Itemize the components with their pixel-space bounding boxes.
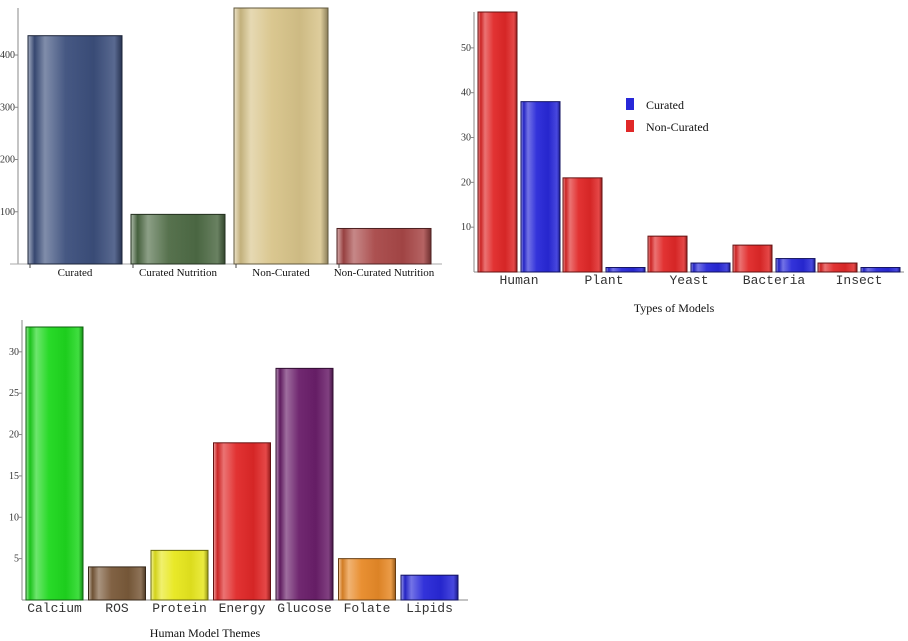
y-tick-label: 200 [0,155,15,166]
x-tick-label: Yeast [669,273,708,288]
legend-label-curated: Curated [646,98,684,112]
bar-protein [150,549,209,601]
y-tick-label: 10 [9,512,19,523]
bar-curated [27,35,123,265]
bar-plant-curated [605,267,646,273]
y-tick-label: 400 [0,50,15,61]
legend: Curated Non-Curated [626,98,709,134]
bar-non-curated-nutrition [336,227,432,265]
y-tick-label: 25 [9,388,19,399]
y-tick-label: 30 [9,347,19,358]
x-tick-label: Glucose [277,601,332,616]
bar-folate [338,558,396,601]
y-tick-label: 15 [9,471,19,482]
x-tick-label: Energy [219,601,266,616]
x-tick-label: Folate [344,601,391,616]
bar-human-non-curated [477,11,518,273]
bar-non-curated [233,7,329,265]
bar-ros [88,566,146,601]
x-tick-label: Non-Curated Nutrition [334,267,435,279]
bar-bacteria-curated [775,258,816,273]
y-tick-label: 50 [461,43,471,54]
x-tick-label: Bacteria [743,273,806,288]
y-tick-label: 300 [0,102,15,113]
bar-yeast-curated [690,262,731,273]
bar-insect-non-curated [817,262,858,273]
x-tick-label: Non-Curated [252,267,310,279]
bar-yeast-non-curated [647,235,688,273]
x-tick-label: Human [499,273,538,288]
chart-record-counts: 100 200 300 400 Curated Curated Nutrition Non… [0,7,442,279]
legend-label-non-curated: Non-Curated [646,120,709,134]
x-tick-label: Curated Nutrition [139,267,217,279]
x-tick-label: Lipids [406,601,453,616]
legend-swatch-non-curated [626,120,634,132]
x-tick-label: Curated [58,267,93,279]
bar-insect-curated [860,267,901,273]
y-tick-label: 20 [461,177,471,188]
y-tick-label: 40 [461,88,471,99]
y-tick-label: 20 [9,430,19,441]
bar-plant-non-curated [562,177,603,273]
chart-types-of-models: 10 20 30 40 50 Human Plant Yeast Bacteria Insect… [461,11,904,315]
x-tick-label: Calcium [27,601,82,616]
y-tick-label: 5 [14,554,19,565]
x-axis-title: Human Model Themes [150,626,261,640]
bar-energy [213,442,271,601]
x-tick-label: ROS [105,601,129,616]
x-tick-label: Insect [836,273,883,288]
bar-curated-nutrition [130,213,226,265]
bar-bacteria-non-curated [732,244,773,273]
bar-calcium [25,326,84,601]
x-tick-label: Plant [584,273,623,288]
bar-human-curated [520,101,561,273]
x-axis-title: Types of Models [634,301,715,315]
chart-human-model-themes: 5 10 15 20 25 30 Calcium ROS Protein Energy Gluco… [9,320,468,640]
x-tick-label: Protein [152,601,207,616]
y-tick-label: 100 [0,207,15,218]
bar-lipids [400,574,459,601]
y-tick-label: 10 [461,222,471,233]
y-tick-label: 30 [461,133,471,144]
legend-swatch-curated [626,98,634,110]
bar-glucose [275,367,334,601]
